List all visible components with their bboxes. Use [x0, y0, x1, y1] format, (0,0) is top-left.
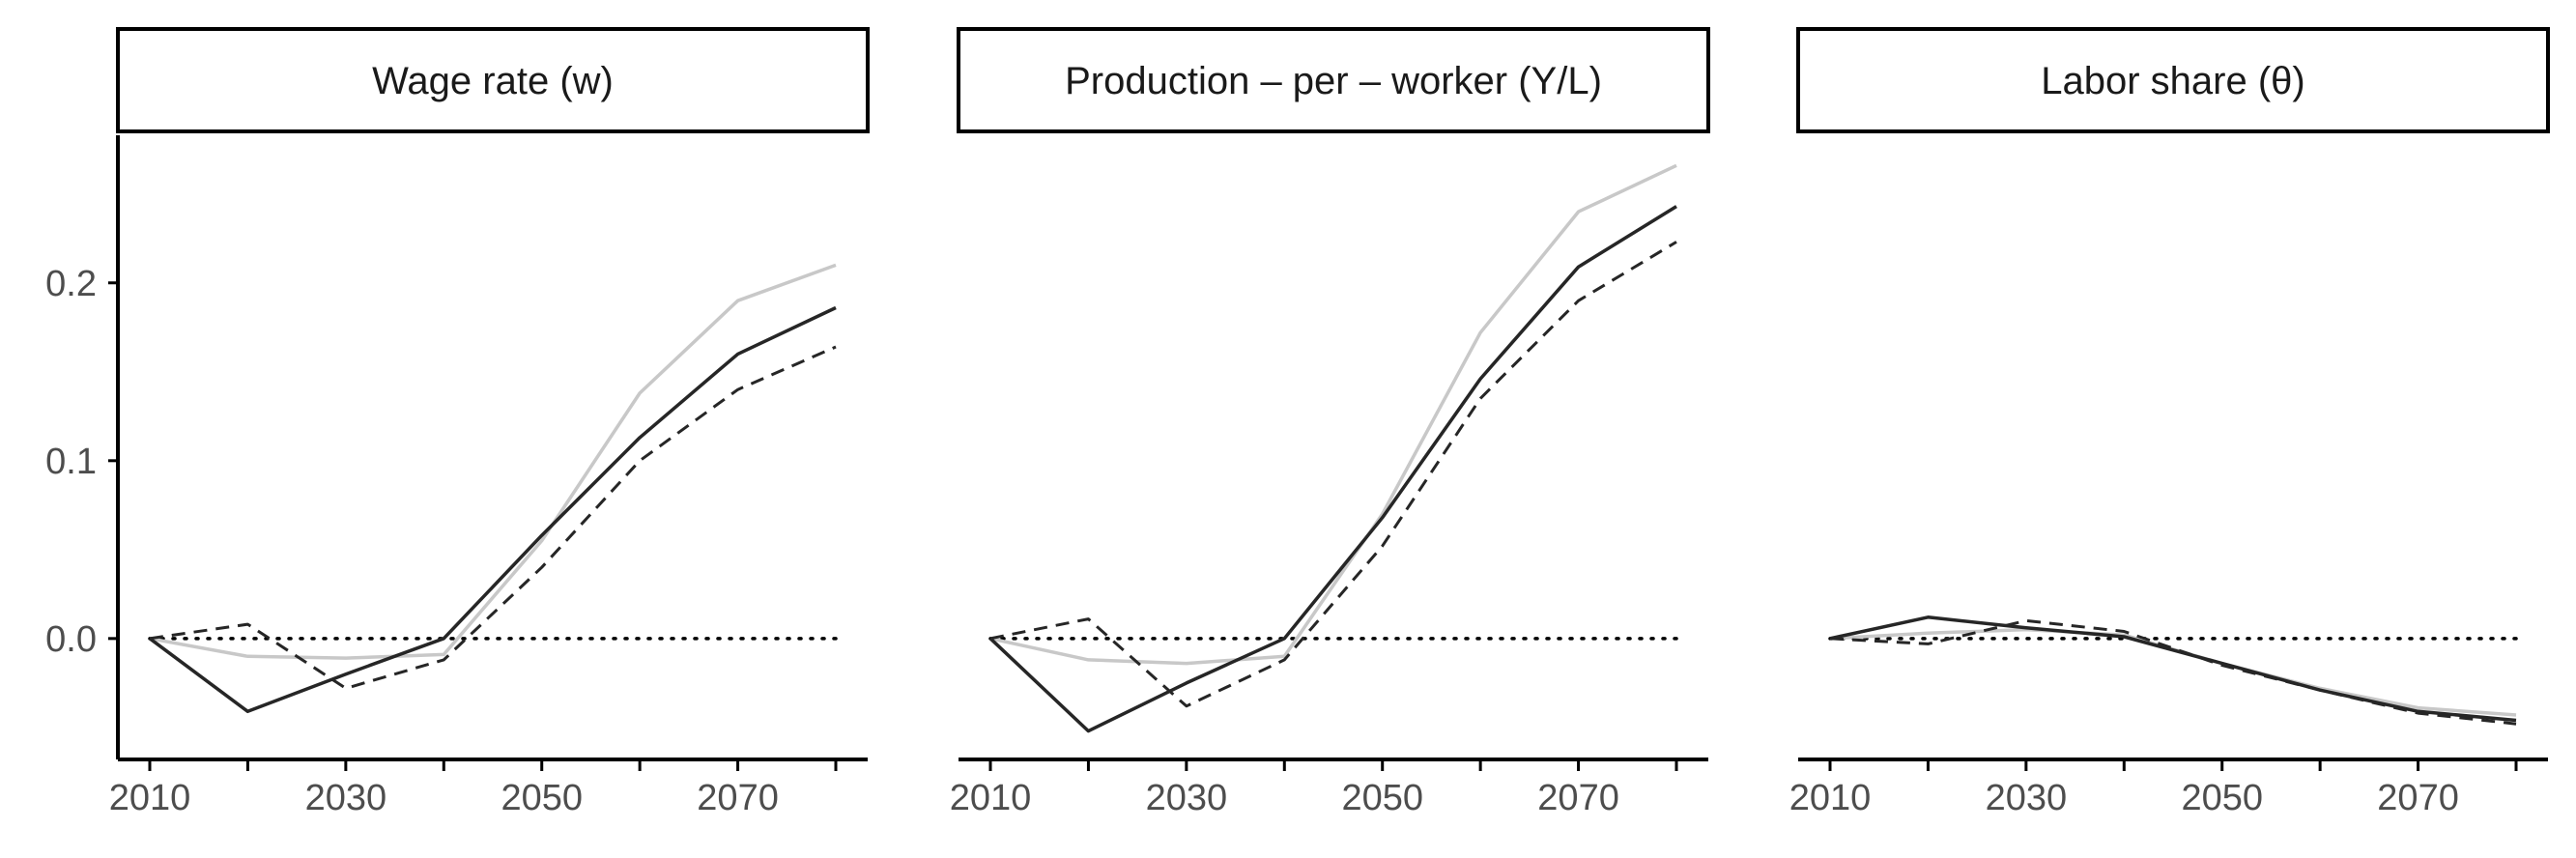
x-tick-label: 2050 — [501, 778, 583, 818]
x-tick-label: 2050 — [1341, 778, 1423, 818]
x-tick-label: 2070 — [1537, 778, 1619, 818]
strip-title: Wage rate (w) — [372, 60, 614, 102]
series-line-solid — [148, 305, 837, 714]
x-tick-label: 2010 — [950, 778, 1032, 818]
y-tick-label: 0.1 — [45, 442, 97, 482]
series-line-light — [149, 263, 837, 660]
strip-box — [1796, 27, 2550, 133]
series-line-light — [1829, 627, 2517, 717]
strip-box — [116, 27, 870, 133]
y-tick-label: 0.0 — [45, 619, 97, 660]
x-tick-label: 2010 — [1789, 778, 1872, 818]
x-tick-label: 2030 — [1986, 778, 2068, 818]
x-tick-label: 2050 — [2181, 778, 2263, 818]
x-tick-label: 2070 — [697, 778, 779, 818]
series-line-solid — [1829, 615, 2517, 723]
strip-title: Labor share (θ) — [2041, 60, 2304, 102]
series-line-solid — [988, 205, 1677, 733]
panel-2: Production – per – worker (Y/L) 2010 2030 2… — [950, 27, 1710, 818]
series-line-dashed — [149, 345, 837, 690]
series-line-light — [989, 163, 1677, 666]
x-tick-label: 2010 — [109, 778, 191, 818]
x-tick-label: 2070 — [2377, 778, 2459, 818]
panel-3: Labor share (θ) 2010 2030 2050 2070 — [1789, 27, 2550, 818]
series-line-dashed — [989, 241, 1677, 708]
y-tick-label: 0.2 — [45, 264, 97, 304]
panel-1: Wage rate (w) 2010 2030 2050 2070 — [108, 27, 870, 818]
strip-title: Production – per – worker (Y/L) — [1065, 60, 1602, 102]
strip-box — [957, 27, 1710, 133]
x-tick-label: 2030 — [1146, 778, 1228, 818]
x-tick-label: 2030 — [305, 778, 387, 818]
